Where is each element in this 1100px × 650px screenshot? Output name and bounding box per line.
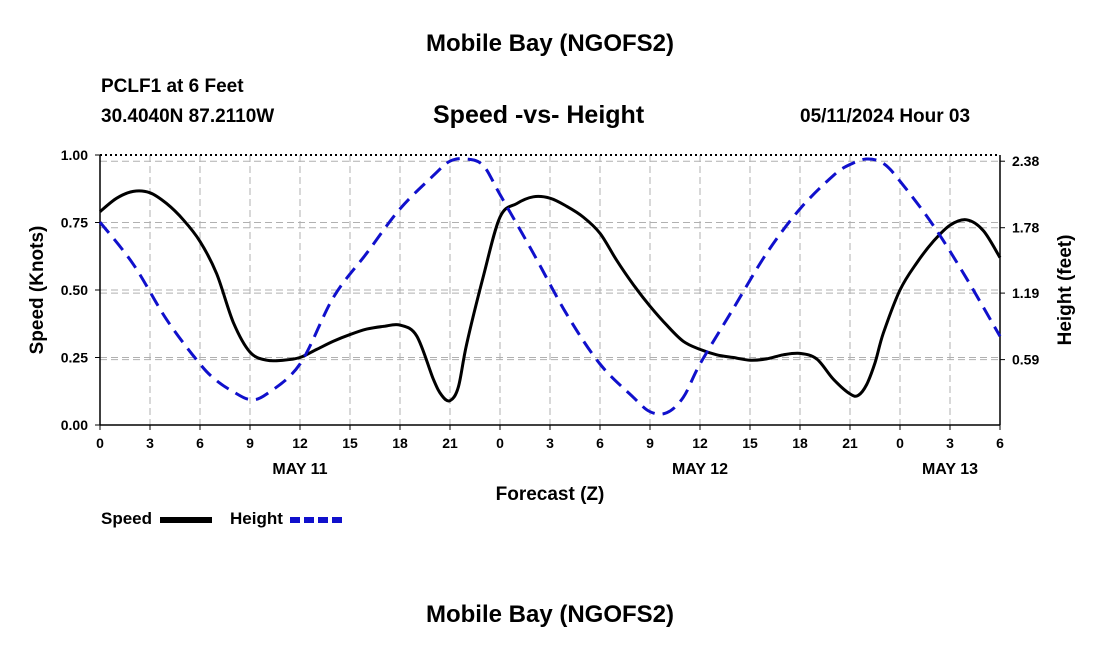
station-label: PCLF1 at 6 Feet bbox=[101, 76, 244, 97]
x-tick-label: 9 bbox=[646, 435, 654, 451]
page-title: Mobile Bay (NGOFS2) bbox=[425, 30, 675, 57]
x-tick-label: 6 bbox=[196, 435, 204, 451]
footer-title: Mobile Bay (NGOFS2) bbox=[425, 601, 675, 628]
y-tick-label: 0.50 bbox=[61, 282, 88, 298]
legend-speed-label: Speed bbox=[101, 509, 153, 528]
x-tick-label: 6 bbox=[996, 435, 1004, 451]
date-label: MAY 11 bbox=[272, 461, 327, 478]
date-label: MAY 13 bbox=[922, 461, 978, 478]
x-axis-label: Forecast (Z) bbox=[496, 484, 605, 505]
legend-height-label: Height bbox=[230, 509, 283, 528]
x-tick-label: 3 bbox=[146, 435, 154, 451]
y-axis-label: Speed (Knots) bbox=[27, 226, 48, 355]
x-tick-label: 3 bbox=[946, 435, 954, 451]
x-tick-label: 0 bbox=[496, 435, 504, 451]
x-tick-label: 0 bbox=[896, 435, 904, 451]
series-line-height bbox=[98, 157, 1002, 416]
y-tick-label: 1.00 bbox=[61, 147, 88, 163]
x-tick-label: 0 bbox=[96, 435, 104, 451]
x-tick-label: 18 bbox=[392, 435, 408, 451]
y2-tick-label: 2.38 bbox=[1012, 153, 1039, 169]
x-tick-label: 18 bbox=[792, 435, 808, 451]
x-tick-label: 21 bbox=[442, 435, 458, 451]
date-label: MAY 12 bbox=[672, 461, 728, 478]
x-tick-label: 12 bbox=[692, 435, 708, 451]
x-tick-label: 15 bbox=[342, 435, 358, 451]
y2-tick-label: 1.78 bbox=[1012, 220, 1039, 236]
x-tick-label: 12 bbox=[292, 435, 308, 451]
datetime-label: 05/11/2024 Hour 03 bbox=[800, 106, 971, 127]
x-tick-label: 15 bbox=[742, 435, 758, 451]
y2-tick-label: 0.59 bbox=[1012, 352, 1039, 368]
y2-axis-label: Height (feet) bbox=[1055, 235, 1076, 346]
y-tick-label: 0.25 bbox=[61, 350, 88, 366]
y2-tick-label: 1.19 bbox=[1012, 285, 1039, 301]
chart-title: Speed -vs- Height bbox=[433, 101, 645, 129]
x-tick-label: 3 bbox=[546, 435, 554, 451]
x-tick-label: 21 bbox=[842, 435, 858, 451]
y-tick-label: 0.00 bbox=[61, 417, 88, 433]
x-tick-label: 6 bbox=[596, 435, 604, 451]
series-line-speed bbox=[99, 189, 1002, 403]
coordinates-label: 30.4040N 87.2110W bbox=[101, 106, 275, 127]
y-tick-label: 0.75 bbox=[61, 215, 88, 231]
x-tick-label: 9 bbox=[246, 435, 254, 451]
